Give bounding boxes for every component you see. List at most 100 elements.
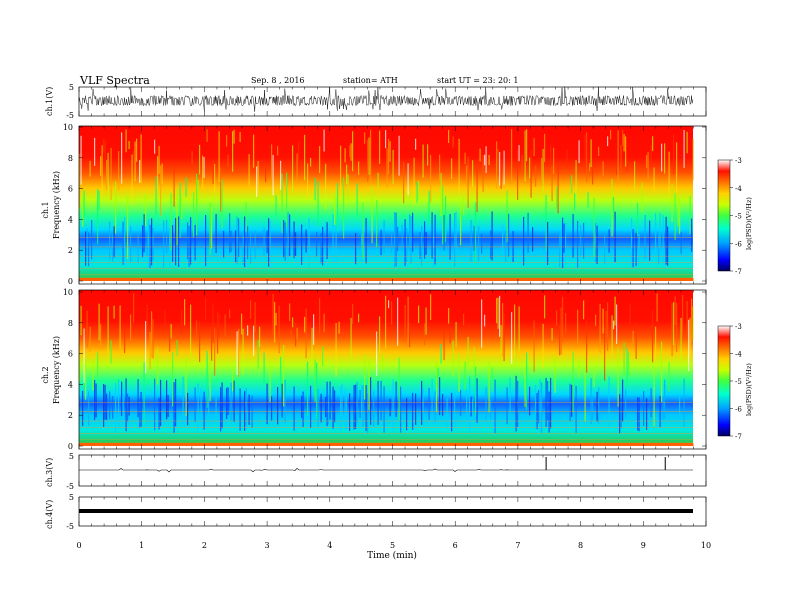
- spectrogram-stripe: [257, 160, 259, 195]
- spectrogram-stripe: [110, 148, 112, 201]
- spectrogram-stripe: [220, 387, 222, 432]
- spectrogram-stripe: [404, 219, 406, 266]
- spectrogram-stripe: [347, 174, 349, 203]
- spectrogram-stripe: [671, 303, 673, 357]
- spectrogram-stripe: [490, 397, 492, 419]
- spectrogram-stripe: [496, 298, 498, 324]
- spectrogram-stripe: [556, 186, 558, 210]
- spectrogram-stripe: [521, 154, 523, 175]
- spectrogram-stripe: [170, 324, 172, 339]
- spectrogram-stripe: [460, 390, 462, 416]
- spectrogram-stripe: [611, 179, 613, 237]
- spectrogram-stripe: [199, 321, 201, 363]
- spectrogram-stripe: [637, 203, 639, 236]
- spectrogram-stripe: [89, 160, 91, 177]
- spectrogram-stripe: [188, 225, 190, 267]
- spectrogram-stripe: [158, 145, 160, 174]
- spectrogram-stripe: [565, 312, 567, 333]
- spectrogram-stripe: [406, 228, 408, 263]
- spectrogram-stripe: [382, 354, 384, 371]
- spectrogram-stripe: [466, 165, 468, 181]
- spectrogram-stripe: [370, 377, 372, 425]
- spectrogram-stripe: [281, 173, 283, 234]
- spectrogram-stripe: [179, 182, 181, 238]
- spectrogram-stripe: [91, 220, 93, 260]
- spectrogram-stripe: [83, 190, 85, 217]
- spectrogram-stripe: [652, 136, 654, 152]
- spectrogram-stripe: [352, 131, 354, 172]
- spectrogram-stripe: [538, 389, 540, 424]
- spectrogram-stripe: [424, 221, 426, 259]
- spectrogram-stripe: [238, 329, 240, 378]
- spectrogram-stripe: [326, 222, 328, 259]
- spectrogram-stripe: [164, 310, 166, 332]
- spectrogram-stripe: [485, 387, 487, 420]
- spectrogram-stripe: [272, 293, 274, 336]
- spectrogram-stripe: [442, 185, 444, 245]
- spectrogram-stripe: [227, 387, 229, 416]
- spectrogram-stripe: [325, 396, 327, 418]
- spectrogram-stripe: [691, 298, 693, 342]
- spectrogram-stripe: [472, 398, 474, 415]
- spectrogram-stripe: [325, 163, 327, 210]
- spectrogram-stripe: [424, 323, 426, 346]
- spectrogram-stripe: [239, 388, 241, 431]
- spectrogram-stripe: [560, 230, 562, 263]
- spectrogram-stripe: [532, 227, 534, 252]
- spectrogram-stripe: [443, 330, 445, 361]
- spectrogram-stripe: [115, 382, 117, 434]
- spectrogram-stripe: [212, 303, 214, 343]
- spectrogram-stripe: [506, 387, 508, 425]
- spectrogram-stripe: [119, 305, 121, 349]
- spectrogram-stripe: [395, 381, 397, 417]
- spectrogram-stripe: [218, 313, 220, 338]
- frequency-tick-label: 4: [68, 215, 73, 224]
- x-axis-label: Time (min): [367, 550, 417, 561]
- x-tick-label: 6: [453, 541, 458, 550]
- spectrogram-stripe: [590, 139, 592, 168]
- spectrogram-stripe: [349, 145, 351, 158]
- ch4-xticks: [78, 497, 707, 526]
- spectrogram-stripe: [319, 146, 321, 174]
- spectrogram-stripe: [584, 365, 586, 422]
- spectrogram-stripe: [473, 347, 475, 376]
- spectrogram-stripe: [409, 214, 411, 251]
- spectrogram-stripe: [500, 164, 502, 189]
- spectrogram-stripe: [478, 226, 480, 261]
- spectrogram-stripe: [680, 232, 682, 254]
- spectrogram-stripe: [392, 149, 394, 184]
- spectrogram-stripe: [197, 179, 199, 205]
- spectrogram-stripe: [257, 339, 259, 369]
- spectrogram-stripe: [421, 380, 423, 425]
- spectrogram-stripe: [295, 322, 297, 347]
- spectrogram-stripe: [632, 229, 634, 268]
- ch3-waveform-panel: 5 -5 ch.3(V): [45, 452, 707, 491]
- spectrogram-stripe: [655, 213, 657, 254]
- spectrogram-stripe: [458, 353, 460, 392]
- spectrogram-stripe: [124, 216, 126, 265]
- spectrogram-stripe: [190, 304, 192, 358]
- spectrogram-stripe: [365, 218, 367, 264]
- colorbar-1-label: log(PSD)(V²/Hz): [745, 197, 753, 250]
- spectrogram-stripe: [632, 330, 634, 344]
- spectrogram-stripe: [296, 153, 298, 185]
- spectrogram-stripe: [278, 305, 280, 354]
- x-tick-label: 4: [327, 541, 332, 550]
- spectrogram-stripe: [337, 183, 339, 232]
- spectrogram-stripe: [284, 379, 286, 424]
- spectrogram-stripe: [316, 232, 318, 257]
- spectrogram-stripe: [125, 378, 127, 432]
- spectrogram-stripe: [541, 382, 543, 433]
- spectrogram-stripe: [539, 379, 541, 432]
- spectrogram-stripe: [541, 157, 543, 187]
- spectrogram-stripe: [344, 389, 346, 430]
- spectrogram-stripe: [229, 309, 231, 319]
- spectrogram-stripe: [317, 181, 319, 226]
- spectrogram-stripe: [503, 150, 505, 185]
- spectrogram-stripe: [335, 323, 337, 377]
- spectrogram-stripe: [484, 314, 486, 327]
- spectrogram-stripe: [391, 301, 393, 325]
- spectrogram-stripe: [254, 229, 256, 260]
- spectrogram-stripe: [350, 317, 352, 359]
- spectrogram-stripe: [232, 131, 234, 172]
